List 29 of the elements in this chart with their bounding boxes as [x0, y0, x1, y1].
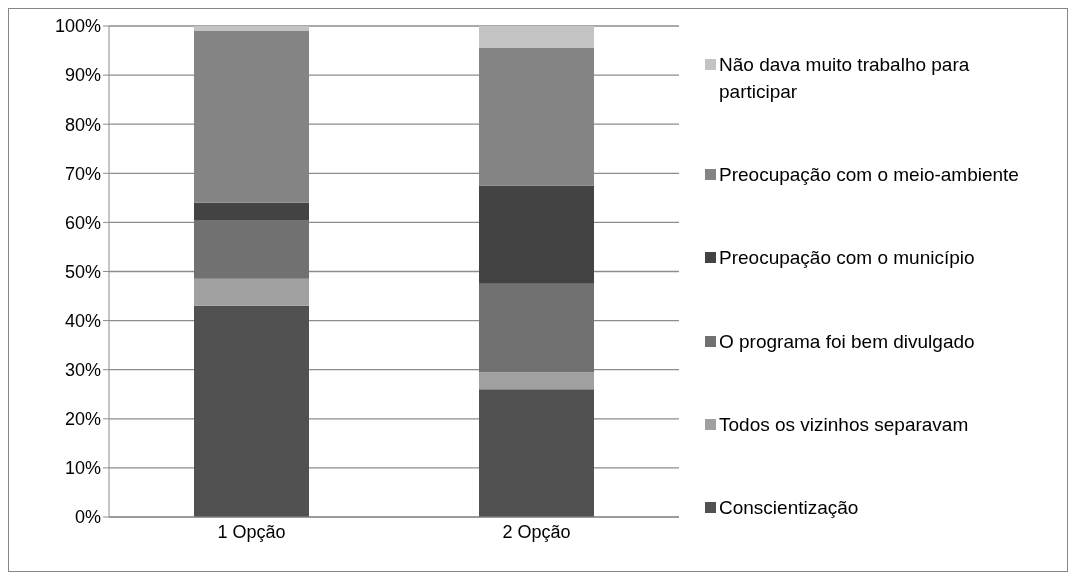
y-tick-label: 40% [64, 310, 101, 331]
y-tick-label: 50% [64, 261, 101, 282]
legend-label: O programa foi bem divulgado [719, 329, 975, 354]
y-tick-label: 70% [64, 163, 101, 184]
y-tick-label: 30% [64, 360, 101, 381]
x-tick-label: 2 Opção [502, 521, 571, 542]
bar [194, 202, 309, 220]
legend-label: Não dava muito trabalho para participar [719, 53, 971, 104]
legend-label: Preocupação com o meio-ambiente [719, 163, 1019, 188]
bar [479, 389, 594, 517]
legend-label: Todos os vizinhos separavam [719, 412, 969, 437]
y-tick-label: 20% [64, 409, 101, 430]
y-tick-label: 80% [64, 114, 101, 135]
y-tick-label: 0% [74, 507, 101, 528]
y-tick-label: 10% [64, 458, 101, 479]
bar [194, 26, 309, 31]
bar [479, 283, 594, 373]
bar [194, 278, 309, 306]
y-tick-label: 100% [54, 16, 101, 37]
y-tick-label: 60% [64, 212, 101, 233]
y-tick-label: 90% [64, 65, 101, 86]
bar [479, 185, 594, 284]
x-tick-label: 1 Opção [217, 521, 286, 542]
bar [479, 26, 594, 49]
bar [194, 305, 309, 517]
bar [479, 372, 594, 390]
legend-label: Conscientização [719, 495, 859, 520]
bar [194, 219, 309, 279]
legend-label: Preocupação com o município [719, 246, 975, 271]
